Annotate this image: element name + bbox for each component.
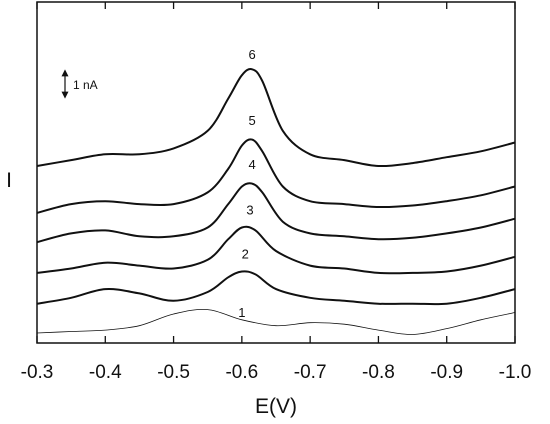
curve-labels: 1 2 3 4 5 6	[238, 47, 255, 320]
x-tick-label: -0.5	[157, 362, 190, 383]
curve-label-6: 6	[248, 47, 255, 62]
x-tick-label: -1.0	[499, 362, 532, 383]
x-axis-ticks	[36, 2, 516, 343]
curve-label-5: 5	[248, 113, 255, 128]
curve-label-3: 3	[246, 202, 253, 217]
series-line-2	[36, 270, 516, 306]
series-line-1	[36, 308, 516, 335]
curve-label-1: 1	[238, 305, 245, 320]
series-group	[36, 68, 516, 335]
curve-label-4: 4	[248, 157, 255, 172]
x-tick-label: -0.4	[89, 362, 122, 383]
scale-bar-arrowhead-up-icon	[61, 69, 69, 77]
x-axis-title: E(V)	[255, 395, 297, 418]
curve-label-2: 2	[242, 246, 249, 261]
series-line-5	[36, 138, 516, 214]
x-tick-label: -0.6	[225, 362, 258, 383]
x-tick-label: -0.8	[362, 362, 395, 383]
x-tick-label: -0.7	[294, 362, 327, 383]
plot-frame	[36, 1, 516, 344]
x-tick-label: -0.9	[430, 362, 463, 383]
scale-bar: 1 nA	[61, 69, 98, 99]
series-line-3	[36, 225, 516, 275]
scale-bar-arrowhead-down-icon	[61, 91, 69, 99]
x-axis-tick-labels: -0.3 -0.4 -0.5 -0.6 -0.7 -0.8 -0.9 -1.0	[21, 362, 532, 383]
y-axis-title: I	[6, 169, 12, 192]
scale-bar-label: 1 nA	[73, 78, 98, 92]
series-line-4	[36, 182, 516, 244]
series-line-6	[36, 68, 516, 168]
x-tick-label: -0.3	[21, 362, 54, 383]
